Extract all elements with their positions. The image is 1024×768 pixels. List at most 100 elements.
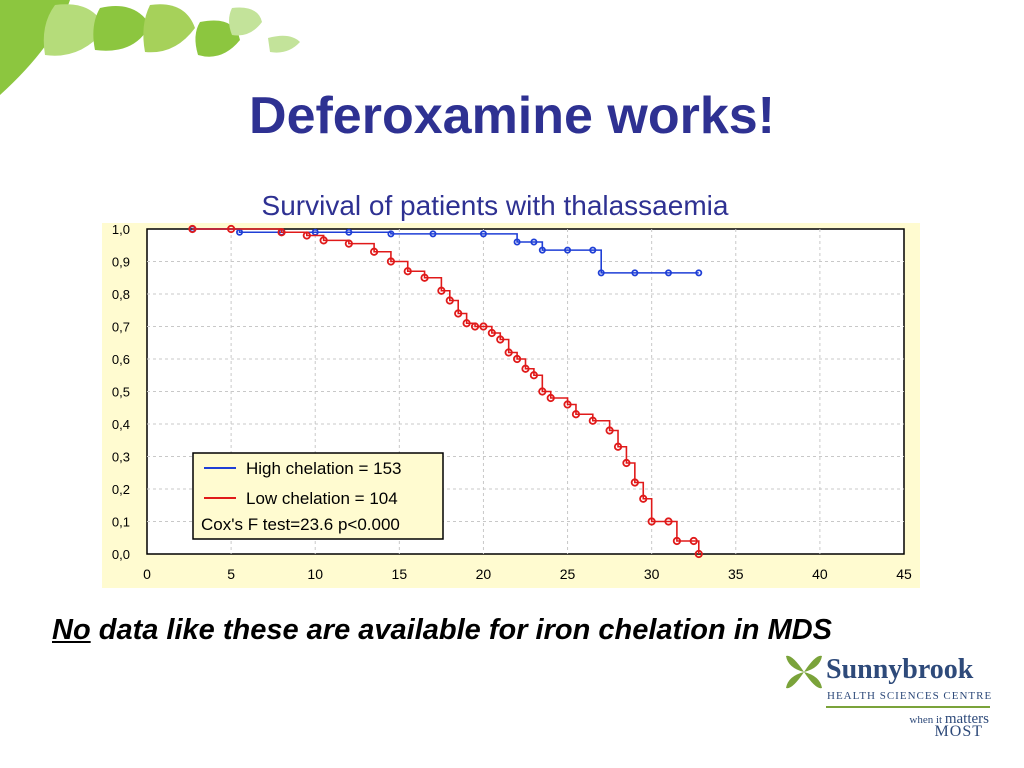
- x-tick-label: 35: [728, 566, 744, 582]
- series-group: [188, 224, 703, 559]
- y-tick-label: 0,2: [112, 482, 130, 497]
- low-chelation-point: [664, 517, 673, 526]
- logo-tagline: when it matters: [909, 711, 989, 728]
- survival-chart: 0 5 10 15 20 25 30 35 40 45 0,0 0,1 0,2 0,3 0,4 0,5 0,6 0…: [102, 223, 920, 588]
- high-chelation-point: [564, 246, 572, 254]
- axis-ticks: 0 5 10 15 20 25 30 35 40 45 0,0 0,1 0,2 0,3 0,4 0,5 0,6 0…: [112, 223, 912, 582]
- y-tick-label: 0,8: [112, 287, 130, 302]
- y-tick-label: 0,7: [112, 320, 130, 335]
- legend: High chelation = 153 Low chelation = 104…: [192, 452, 444, 540]
- note-emphasis: No: [52, 614, 91, 646]
- low-chelation-point: [639, 494, 648, 503]
- x-tick-label: 40: [812, 566, 828, 582]
- legend-annotation: Cox's F test=23.6 p<0.000: [201, 515, 400, 534]
- y-tick-label: 0,1: [112, 515, 130, 530]
- low-chelation-point: [529, 371, 539, 380]
- low-chelation-point: [496, 335, 505, 344]
- low-chelation-point: [563, 400, 572, 409]
- x-tick-label: 30: [644, 566, 660, 582]
- y-tick-label: 0,9: [112, 255, 130, 270]
- high-chelation-point: [429, 230, 437, 238]
- low-chelation-point: [470, 322, 480, 331]
- high-chelation-point: [631, 269, 639, 277]
- low-chelation-point: [188, 224, 197, 234]
- low-chelation-point: [403, 267, 412, 276]
- y-tick-label: 0,5: [112, 385, 130, 400]
- sunnybrook-logo: Sunnybrook HEALTH SCIENCES CENTRE when i…: [782, 650, 997, 750]
- logo-divider: [826, 706, 990, 708]
- low-chelation-point: [504, 348, 513, 357]
- high-chelation-point: [513, 238, 521, 246]
- low-chelation-point: [647, 517, 656, 526]
- high-chelation-point: [589, 246, 597, 254]
- leaf-icon: [143, 4, 195, 53]
- low-chelation-point: [689, 536, 698, 546]
- leaf-icon: [43, 4, 105, 56]
- x-tick-label: 25: [560, 566, 576, 582]
- low-chelation-point: [672, 536, 682, 546]
- chart-subtitle: Survival of patients with thalassaemia: [261, 190, 729, 221]
- bottom-note: No data like these are available for iro…: [52, 614, 1012, 647]
- low-chelation-point: [538, 387, 547, 396]
- low-chelation-point: [277, 228, 286, 237]
- high-chelation-point: [387, 230, 395, 238]
- logo-tagline-most: MOST: [934, 723, 983, 740]
- low-chelation-point: [571, 410, 581, 419]
- high-chelation-point: [345, 228, 353, 236]
- logo-tagline-big: matters: [944, 711, 989, 727]
- high-chelation-point: [479, 230, 487, 238]
- low-chelation-point: [512, 354, 522, 364]
- leaf-decoration: [0, 0, 300, 95]
- note-text: data like these are available for iron c…: [90, 614, 833, 646]
- low-chelation-point: [227, 224, 236, 234]
- leaf-icon: [229, 7, 262, 36]
- x-tick-label: 5: [227, 566, 235, 582]
- logo-tagline-small: when it: [909, 714, 945, 726]
- high-chelation-point: [530, 238, 538, 246]
- low-chelation-point: [445, 296, 454, 305]
- high-chelation-point: [597, 269, 605, 277]
- low-chelation-point: [605, 426, 614, 435]
- low-chelation-point: [454, 309, 463, 318]
- y-tick-label: 0,6: [112, 352, 130, 367]
- y-tick-label: 1,0: [112, 223, 130, 237]
- high-chelation-point: [538, 246, 546, 254]
- x-tick-label: 20: [476, 566, 492, 582]
- low-chelation-point: [437, 286, 446, 295]
- low-chelation-point: [319, 236, 328, 245]
- high-chelation-point: [695, 269, 703, 277]
- y-tick-label: 0,4: [112, 417, 130, 432]
- leaf-icon: [93, 6, 150, 51]
- x-tick-label: 0: [143, 566, 151, 582]
- low-chelation-point: [344, 239, 353, 248]
- x-tick-label: 10: [307, 566, 323, 582]
- low-chelation-point: [694, 549, 703, 559]
- low-chelation-point: [302, 231, 311, 240]
- low-chelation-point: [613, 442, 623, 451]
- legend-label-high: High chelation = 153: [246, 459, 401, 478]
- low-chelation-point: [487, 328, 496, 338]
- slide-title: Deferoxamine works!: [249, 87, 775, 145]
- logo-leaf-icon: [786, 655, 822, 689]
- leaf-icon: [268, 35, 300, 53]
- low-chelation-point: [420, 273, 429, 282]
- high-chelation-point: [664, 269, 672, 277]
- low-chelation-point: [622, 458, 631, 468]
- legend-label-low: Low chelation = 104: [246, 489, 398, 508]
- logo-name: Sunnybrook: [826, 654, 974, 685]
- x-tick-label: 45: [896, 566, 912, 582]
- low-chelation-point: [588, 416, 597, 425]
- y-tick-label: 0,0: [112, 547, 130, 562]
- low-chelation-point: [630, 478, 639, 487]
- low-chelation-point: [546, 393, 555, 403]
- low-chelation-point: [479, 322, 488, 331]
- low-chelation-point: [521, 364, 530, 373]
- low-chelation-point: [462, 319, 471, 328]
- leaf-icon: [195, 20, 240, 57]
- logo-subtitle: HEALTH SCIENCES CENTRE: [827, 690, 993, 702]
- x-tick-label: 15: [392, 566, 408, 582]
- low-chelation-line: [192, 228, 700, 554]
- low-chelation-point: [386, 257, 396, 266]
- y-tick-label: 0,3: [112, 450, 130, 465]
- low-chelation-point: [369, 247, 379, 256]
